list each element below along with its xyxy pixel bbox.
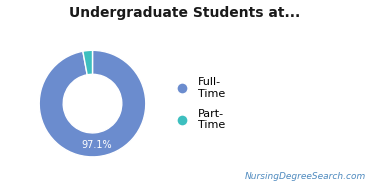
Text: NursingDegreeSearch.com: NursingDegreeSearch.com	[245, 172, 366, 181]
Text: 97.1%: 97.1%	[81, 140, 112, 150]
Wedge shape	[39, 50, 146, 157]
Wedge shape	[83, 50, 92, 75]
Legend: Full-
Time, Part-
Time: Full- Time, Part- Time	[171, 77, 225, 130]
Text: Undergraduate Students at...: Undergraduate Students at...	[70, 6, 300, 20]
